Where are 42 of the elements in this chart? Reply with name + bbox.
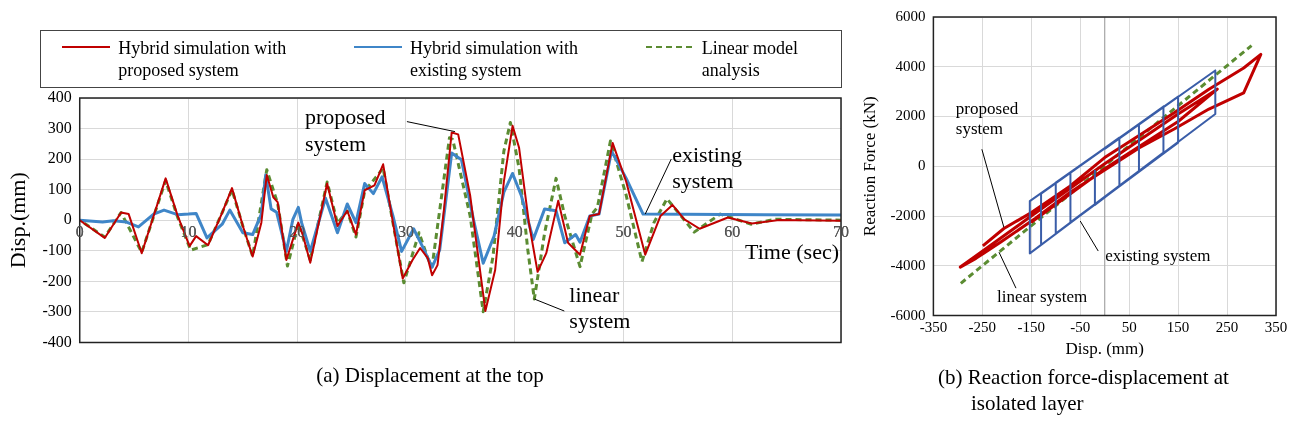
legend-label: Hybrid simulation with existing system bbox=[409, 37, 579, 81]
y-tick-label: -100 bbox=[42, 240, 72, 258]
x-tick-label: -50 bbox=[1070, 318, 1091, 335]
y-tick-label: -300 bbox=[42, 302, 72, 320]
x-tick-label: 50 bbox=[1121, 318, 1137, 335]
y-tick-label: -6000 bbox=[890, 306, 926, 323]
text: (b) Reaction force-displacement at isolated layer bbox=[938, 364, 1230, 416]
legend-label: Linear model analysis bbox=[701, 37, 800, 81]
x-tick-label: -150 bbox=[1017, 318, 1046, 335]
y-tick-label: 4000 bbox=[895, 57, 926, 74]
y-tick-label: 400 bbox=[47, 88, 72, 106]
x-tick-label: 50 bbox=[615, 223, 632, 240]
y-tick-label: -4000 bbox=[890, 256, 926, 273]
y-tick-label: 300 bbox=[47, 118, 72, 136]
x-tick-label: 250 bbox=[1215, 318, 1239, 335]
annotation: linear system bbox=[569, 281, 631, 334]
annotation: linear system bbox=[996, 286, 1088, 306]
x-tick-label: -250 bbox=[968, 318, 997, 335]
x-axis-title: Time (sec) bbox=[745, 238, 839, 264]
annotation: proposed system bbox=[955, 98, 1019, 139]
text: (a) Displacement at the top bbox=[315, 362, 545, 388]
y-tick-label: 0 bbox=[917, 157, 926, 174]
y-axis-title: Disp.(mm) bbox=[4, 172, 30, 269]
annotation: proposed system bbox=[304, 104, 386, 156]
x-tick-label: 150 bbox=[1166, 318, 1190, 335]
x-axis-title: Disp. (mm) bbox=[1065, 339, 1144, 359]
legend-label: Hybrid simulation with proposed system bbox=[118, 37, 288, 81]
y-axis-title: Reaction Force (kN) bbox=[859, 96, 879, 237]
annotation: existing system bbox=[672, 141, 742, 194]
y-tick-label: -400 bbox=[42, 332, 72, 350]
y-tick-label: 100 bbox=[47, 179, 72, 197]
x-tick-label: 60 bbox=[724, 223, 741, 240]
y-tick-label: 6000 bbox=[895, 7, 926, 24]
y-tick-label: 2000 bbox=[895, 107, 926, 124]
y-tick-label: 200 bbox=[47, 149, 72, 167]
y-tick-label: 0 bbox=[63, 210, 72, 228]
y-tick-label: -2000 bbox=[890, 207, 926, 223]
y-tick-label: -200 bbox=[42, 271, 72, 289]
x-tick-label: 20 bbox=[289, 223, 306, 240]
annotation: existing system bbox=[1105, 245, 1211, 265]
x-tick-label: 40 bbox=[506, 223, 523, 240]
x-tick-label: 350 bbox=[1264, 318, 1288, 335]
